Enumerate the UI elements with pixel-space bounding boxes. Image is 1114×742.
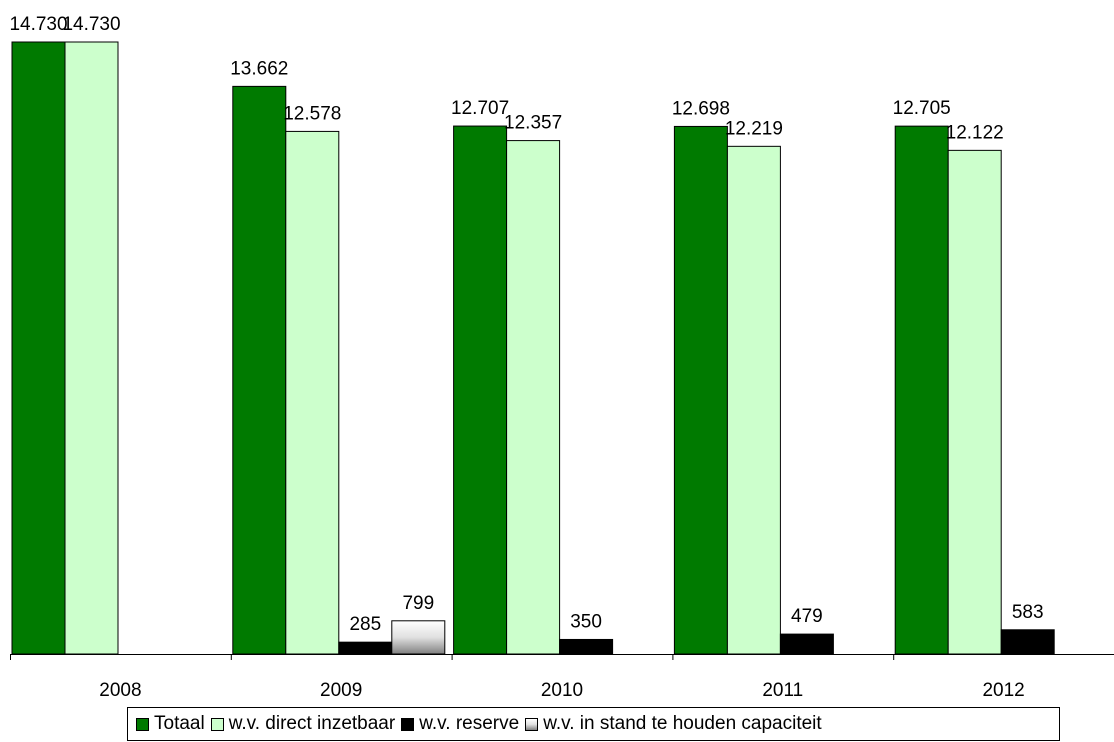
x-tick-label-2011: 2011 [762, 680, 803, 701]
bar-w-v-direct-inzetbaar-2010 [506, 140, 561, 655]
value-label-w-v-reserve-2009: 285 [349, 614, 381, 635]
legend-swatch [210, 717, 224, 731]
legend: Totaal w.v. direct inzetbaar w.v. reserve w… [127, 707, 1060, 741]
x-tick-label-2012: 2012 [982, 680, 1024, 701]
legend-label: Totaal [154, 713, 205, 734]
legend-swatch [136, 717, 149, 731]
value-label-totaal-2009: 13.662 [230, 58, 288, 79]
value-label-w-v-direct-inzetbaar-2008: 14.730 [62, 14, 120, 35]
legend-item-w-v-reserve: w.v. reserve [401, 713, 519, 735]
bars-group [11, 41, 1055, 655]
bar-w-v-direct-inzetbaar-2009 [285, 130, 340, 655]
bar-totaal-2008 [11, 41, 66, 655]
bar-w-v-direct-inzetbaar-2012 [947, 149, 1002, 655]
value-label-totaal-2008: 14.730 [9, 14, 67, 35]
x-axis: 2008 2009 2010 2011 2012 [10, 654, 1114, 701]
value-label-totaal-2012: 12.705 [893, 98, 951, 119]
value-label-totaal-2011: 12.698 [672, 98, 730, 119]
bar-w-v-reserve-2012 [1000, 629, 1055, 655]
value-label-w-v-direct-inzetbaar-2010: 12.357 [504, 113, 562, 134]
value-label-w-v-in-stand-te-houden-capaciteit-2009: 799 [402, 593, 434, 614]
bar-totaal-2009 [232, 85, 287, 655]
x-tick-label-2008: 2008 [99, 680, 141, 701]
bar-totaal-2011 [673, 125, 728, 655]
legend-item-w-v-in-stand-te-houden-capaciteit: w.v. in stand te houden capaciteit [525, 713, 822, 735]
legend-swatch [525, 717, 539, 731]
bar-w-v-direct-inzetbaar-2011 [726, 145, 781, 655]
bar-w-v-reserve-2011 [779, 633, 834, 655]
legend-item-totaal: Totaal [136, 713, 205, 735]
bar-w-v-direct-inzetbaar-2008 [64, 41, 119, 655]
bar-w-v-reserve-2009 [338, 641, 393, 655]
legend-item-w-v-direct-inzetbaar: w.v. direct inzetbaar [210, 713, 396, 735]
value-label-w-v-reserve-2010: 350 [570, 611, 602, 632]
legend-swatch [401, 717, 415, 731]
bar-w-v-reserve-2010 [559, 638, 614, 655]
bar-w-v-in-stand-te-houden-capaciteit-2009 [391, 620, 446, 655]
value-label-w-v-direct-inzetbaar-2009: 12.578 [283, 103, 341, 124]
x-tick-label-2010: 2010 [541, 680, 583, 701]
value-label-totaal-2010: 12.707 [451, 98, 509, 119]
value-label-w-v-direct-inzetbaar-2012: 12.122 [946, 122, 1004, 143]
bar-totaal-2012 [894, 125, 949, 655]
legend-label: w.v. direct inzetbaar [228, 713, 396, 734]
legend-label: w.v. reserve [419, 713, 520, 734]
value-label-w-v-direct-inzetbaar-2011: 12.219 [725, 118, 783, 139]
x-tick-label-2009: 2009 [320, 680, 362, 701]
value-label-w-v-reserve-2012: 583 [1012, 602, 1044, 623]
value-label-w-v-reserve-2011: 479 [791, 606, 823, 627]
bar-totaal-2010 [453, 125, 508, 655]
legend-label: w.v. in stand te houden capaciteit [543, 713, 822, 734]
